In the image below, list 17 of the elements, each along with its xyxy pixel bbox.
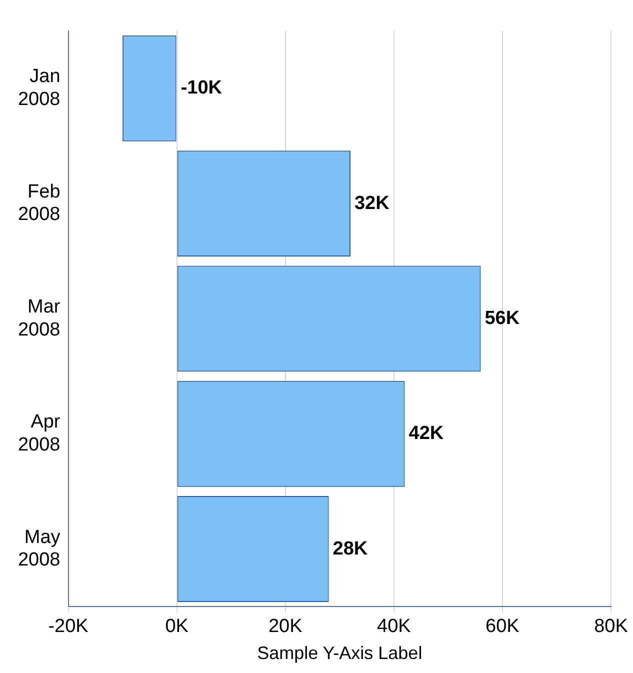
y-tick-label: Jan 2008 [18,66,60,110]
y-tick-label: Apr 2008 [18,412,61,456]
x-tick-label: 0K [165,616,189,638]
x-axis-title: Sample Y-Axis Label [257,643,422,664]
y-tick-label: Feb 2008 [18,181,60,226]
x-tick-label: 20K [268,616,303,638]
x-tick-label: 40K [377,616,412,638]
data-label: 56K [484,308,520,329]
y-tick-label: Mar 2008 [18,296,61,340]
y-tick-label: May 2008 [18,526,61,571]
x-tick-label: 60K [486,616,520,638]
data-label: -10K [180,78,222,99]
x-tick-label: 80K [594,616,628,638]
x-tick-label: -20K [48,616,89,638]
data-label: 32K [354,192,390,214]
data-label: 42K [408,423,444,444]
data-label: 28K [332,538,368,560]
